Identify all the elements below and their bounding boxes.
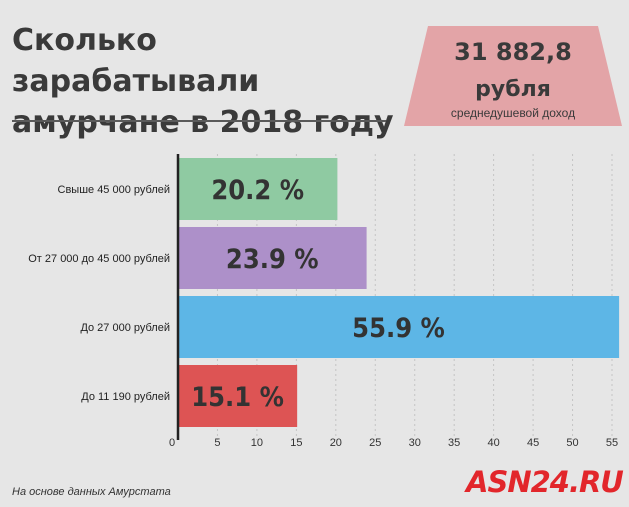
- category-label: До 11 190 рублей: [81, 391, 170, 403]
- badge-background: [404, 26, 622, 126]
- bar-data-label: 55.9 %: [352, 313, 445, 344]
- bar-data-label: 15.1 %: [191, 382, 284, 413]
- category-label: От 27 000 до 45 000 рублей: [28, 253, 170, 265]
- badge-caption: среднедушевой доход: [450, 106, 576, 120]
- category-label: До 27 000 рублей: [80, 322, 170, 334]
- brand-logo: ASN24.RU: [466, 465, 624, 499]
- bar: [178, 296, 620, 358]
- badge-value: 31 882,8: [454, 38, 572, 66]
- x-tick-label: 0: [169, 437, 175, 449]
- income-bar-chart: 20.2 % 23.9 % 55.9 % 15.1 % Свыше 45 000 ру…: [28, 154, 620, 449]
- bar: [178, 365, 298, 427]
- badge-unit: рубля: [475, 77, 551, 102]
- source-note: На основе данных Амурстата: [12, 486, 171, 498]
- bar: [178, 158, 338, 220]
- x-tick-label: 35: [448, 437, 460, 449]
- bars: 20.2 % 23.9 % 55.9 % 15.1 %: [178, 158, 620, 427]
- bar: [178, 227, 367, 289]
- category-label: Свыше 45 000 рублей: [58, 184, 171, 196]
- x-tick-label: 15: [290, 437, 302, 449]
- x-tick-label: 40: [488, 437, 500, 449]
- x-tick-label: 30: [409, 437, 421, 449]
- page-title: Сколько зарабатывали амурчане в 2018 год…: [12, 23, 394, 140]
- bar-data-label: 20.2 %: [211, 175, 304, 206]
- x-tick-label: 25: [369, 437, 381, 449]
- category-labels: Свыше 45 000 рублей От 27 000 до 45 000 р…: [28, 184, 170, 403]
- bar-data-label: 23.9 %: [226, 244, 319, 275]
- x-tick-label: 20: [330, 437, 342, 449]
- average-income-badge: 31 882,8 рубля среднедушевой доход: [404, 26, 622, 126]
- x-tick-label: 50: [566, 437, 578, 449]
- x-tick-label: 55: [606, 437, 618, 449]
- x-tick-label: 45: [527, 437, 539, 449]
- x-tick-label: 10: [251, 437, 263, 449]
- title-divider: [12, 120, 386, 122]
- x-tick-labels: 0 5 10 15 20 25 30 35 40 45 50 55: [169, 437, 618, 449]
- x-tick-label: 5: [214, 437, 220, 449]
